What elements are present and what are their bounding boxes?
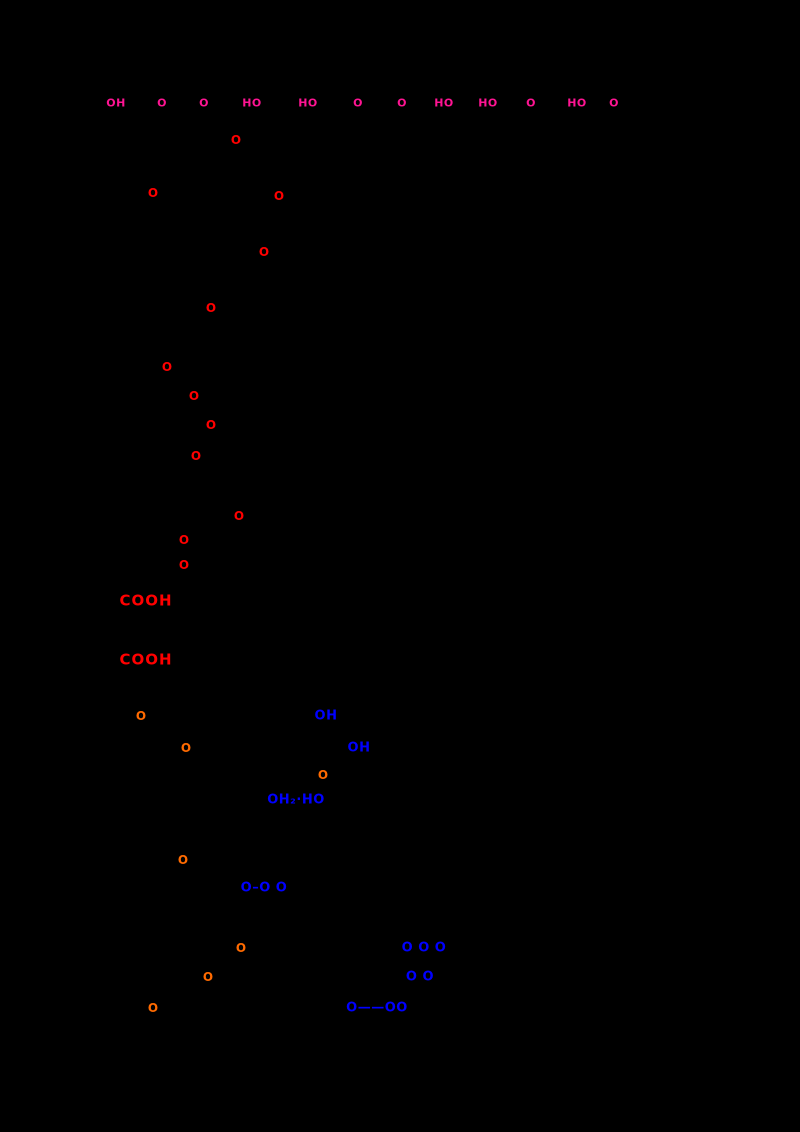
blue-group-label: OH₂·HO [267,792,325,808]
oxygen-atom-label: O [230,133,242,147]
atom-label: O [199,96,209,110]
oxygen-atom-label: O [205,418,217,432]
atom-label: O [609,96,619,110]
oxygen-atom-label: O [180,741,192,755]
atom-label: HO [242,96,262,110]
oxygen-atom-label: O [147,186,159,200]
oxygen-atom-label: O [190,449,202,463]
blue-group-label: OH [314,708,338,724]
oxygen-atom-label: O [317,768,329,782]
oxygen-atom-label: O [161,360,173,374]
atom-label: HO [298,96,318,110]
oxygen-atom-label: O [273,189,285,203]
oxygen-atom-label: O [258,245,270,259]
oxygen-atom-label: O [205,301,217,315]
blue-group-label: O——OO [346,1000,408,1016]
atom-label: HO [478,96,498,110]
oxygen-atom-label: O [235,941,247,955]
cooh-group-label: COOH [119,650,173,669]
oxygen-atom-label: O [233,509,245,523]
blue-group-label: O–O O [240,880,288,896]
atom-label: O [157,96,167,110]
oxygen-atom-label: O [147,1001,159,1015]
oxygen-atom-label: O [188,389,200,403]
atom-label: HO [434,96,454,110]
blue-group-label: O O O [401,940,447,956]
blue-group-label: O O [405,969,435,985]
cooh-group-label: COOH [119,591,173,610]
oxygen-atom-label: O [178,558,190,572]
blue-group-label: OH [347,740,371,756]
oxygen-atom-label: O [177,853,189,867]
atom-label: OH [106,96,126,110]
atom-label: O [397,96,407,110]
oxygen-atom-label: O [135,709,147,723]
atom-label: O [526,96,536,110]
atom-label: O [353,96,363,110]
atom-label: HO [567,96,587,110]
oxygen-atom-label: O [178,533,190,547]
oxygen-atom-label: O [202,970,214,984]
